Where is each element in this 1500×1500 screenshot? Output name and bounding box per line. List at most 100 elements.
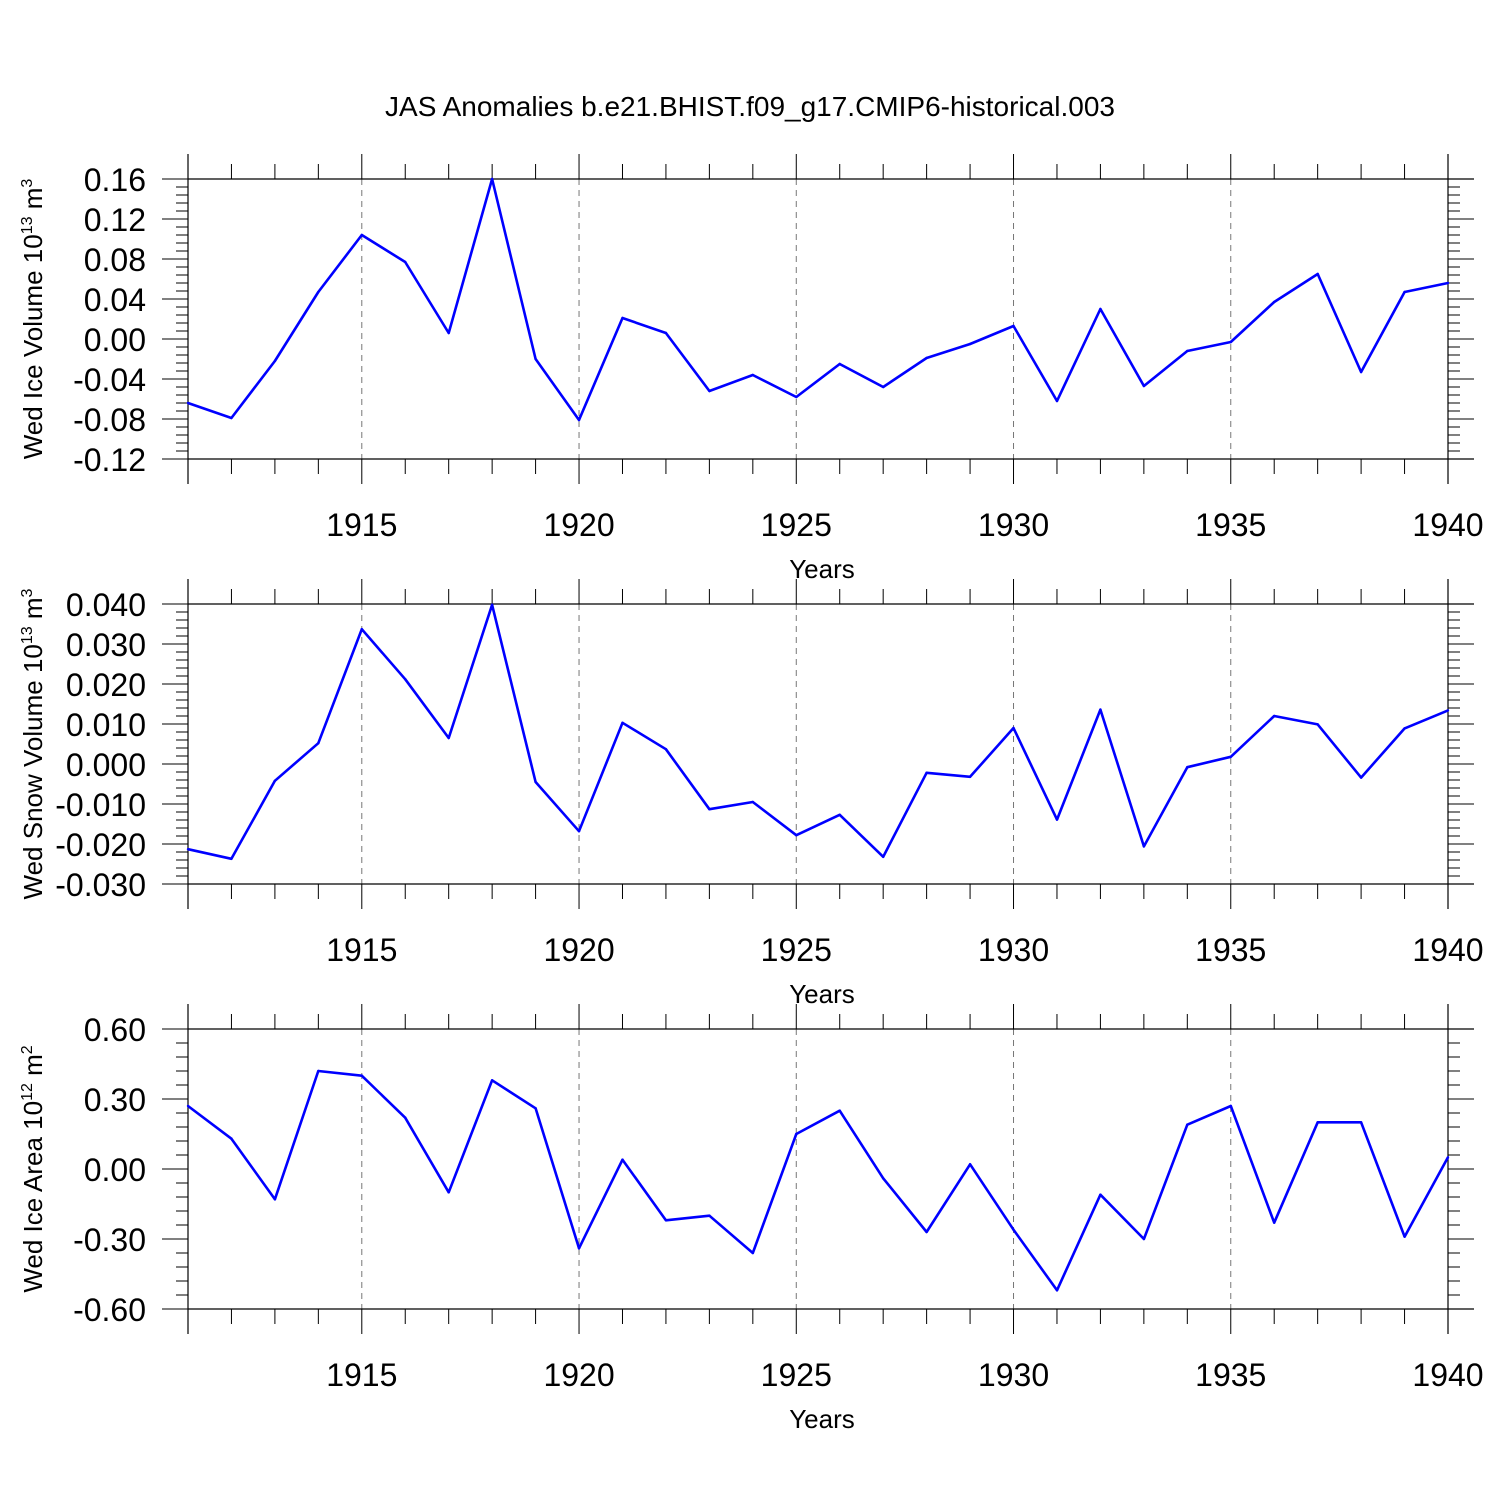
data-point: [360, 628, 363, 631]
data-point: [186, 1104, 190, 1108]
data-point: [404, 1116, 407, 1119]
y-axis-label: Wed Ice Volume 1013 m3: [18, 179, 48, 460]
x-tick-label: 1930: [978, 932, 1049, 968]
x-tick-label: 1930: [978, 1357, 1049, 1393]
chart-panel-3: 0.60 0.30 0.00 -0.30 -0.60 1915 1920 1925 1930 19…: [18, 1004, 1484, 1434]
data-point: [664, 1219, 668, 1222]
data-point: [708, 389, 711, 393]
data-point: [1055, 818, 1059, 821]
data-point: [1273, 1221, 1276, 1224]
x-tick-label: 1925: [761, 507, 832, 543]
data-point: [1186, 349, 1189, 353]
data-point: [273, 779, 277, 782]
y-tick-label: 0.12: [84, 202, 146, 238]
x-tick-label: 1930: [978, 507, 1049, 543]
data-point: [186, 401, 190, 405]
data-point: [1359, 1121, 1363, 1124]
x-tick-label: 1915: [326, 507, 397, 543]
data-point: [273, 359, 277, 363]
data-point: [1142, 1237, 1146, 1241]
y-tick-label: 0.020: [66, 667, 146, 703]
series-line: [187, 603, 1449, 861]
data-point: [490, 1079, 494, 1082]
data-point: [230, 416, 233, 420]
data-point: [447, 1191, 450, 1194]
data-point: [534, 1107, 537, 1110]
data-point: [317, 1069, 320, 1073]
y-tick-label: 0.000: [66, 747, 146, 783]
y-axis-label-part: Wed Ice Volume 10: [18, 234, 48, 459]
y-tick-label: 0.60: [84, 1012, 146, 1048]
data-point: [751, 800, 755, 804]
x-axis-label: Years: [789, 554, 855, 584]
data-point: [1142, 845, 1146, 848]
data-point: [1186, 766, 1189, 769]
data-point: [577, 1247, 581, 1250]
data-point: [447, 331, 450, 335]
x-tick-label: 1940: [1412, 507, 1483, 543]
data-point: [925, 771, 928, 774]
data-point: [1012, 1228, 1015, 1231]
data-point: [881, 1177, 885, 1180]
data-point: [1099, 1193, 1102, 1196]
data-point: [751, 373, 755, 377]
data-point: [490, 603, 494, 606]
chart-panel-1: 0.16 0.12 0.08 0.04 0.00 -0.04 -0.08 -0.12 1915 1…: [18, 154, 1484, 584]
data-point: [621, 1158, 624, 1161]
data-point: [273, 1198, 277, 1201]
x-axis-label: Years: [789, 979, 855, 1009]
data-point: [1099, 708, 1102, 711]
y-axis-label-part: m: [18, 1054, 48, 1083]
data-point: [925, 356, 928, 360]
x-tick-label: 1915: [326, 1357, 397, 1393]
y-tick-label: -0.04: [73, 362, 146, 398]
x-tick-label: 1940: [1412, 932, 1483, 968]
y-axis-label-superscript: 3: [19, 179, 36, 188]
y-tick-label: 0.010: [66, 707, 146, 743]
x-tick-label: 1920: [543, 932, 614, 968]
y-axis-label-superscript: 12: [19, 1083, 36, 1101]
x-tick-label: 1920: [543, 507, 614, 543]
data-point: [534, 780, 537, 784]
data-point: [1055, 1289, 1059, 1292]
data-point: [1446, 709, 1450, 712]
series-line: [187, 177, 1449, 422]
data-point: [1012, 324, 1015, 328]
data-point: [621, 721, 624, 724]
data-point: [1359, 776, 1363, 779]
data-point: [1359, 370, 1363, 374]
data-point: [577, 830, 581, 833]
data-point: [664, 748, 668, 751]
y-axis-label-superscript: 2: [19, 1045, 36, 1054]
x-tick-label: 1940: [1412, 1357, 1483, 1393]
chart-panel-2: 0.040 0.030 0.020 0.010 0.000 -0.010 -0.020 -0.…: [18, 579, 1484, 1009]
y-tick-label: 0.08: [84, 242, 146, 278]
y-tick-label: 0.00: [84, 1152, 146, 1188]
y-tick-label: 0.16: [84, 162, 146, 198]
data-point: [230, 857, 233, 860]
data-point: [881, 855, 885, 858]
data-point: [751, 1251, 755, 1255]
y-axis-label-superscript: 13: [19, 626, 36, 644]
data-point: [1403, 1235, 1406, 1238]
data-point: [1055, 399, 1059, 403]
data-point: [795, 834, 798, 837]
y-axis-label-part: m: [18, 597, 48, 626]
panels-group: 0.16 0.12 0.08 0.04 0.00 -0.04 -0.08 -0.12 1915 1…: [18, 154, 1484, 1434]
data-point: [1316, 272, 1319, 276]
data-point: [1142, 384, 1146, 388]
x-tick-label: 1935: [1195, 507, 1266, 543]
data-point: [1316, 1121, 1319, 1124]
x-tick-label: 1920: [543, 1357, 614, 1393]
data-point: [1446, 281, 1450, 285]
data-point: [360, 233, 363, 237]
data-point: [1316, 723, 1319, 726]
data-point: [1403, 727, 1406, 730]
y-tick-label: 0.030: [66, 627, 146, 663]
data-point: [1229, 340, 1232, 344]
data-point: [708, 808, 711, 811]
data-point: [664, 331, 668, 335]
y-tick-label: 0.00: [84, 322, 146, 358]
data-point: [795, 1132, 798, 1136]
